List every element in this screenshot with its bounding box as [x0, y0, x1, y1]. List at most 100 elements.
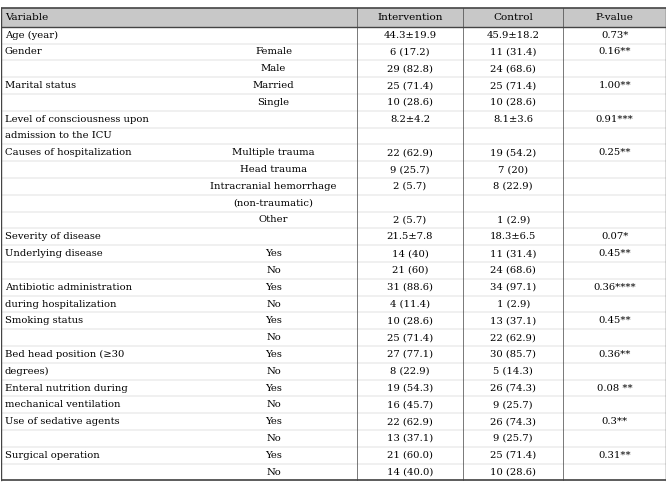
Text: Yes: Yes	[265, 283, 282, 292]
Text: admission to the ICU: admission to the ICU	[5, 132, 111, 140]
Text: No: No	[266, 333, 281, 342]
Text: Surgical operation: Surgical operation	[5, 451, 99, 460]
Bar	[1, 161, 666, 178]
Text: 19 (54.3): 19 (54.3)	[387, 383, 433, 393]
Bar	[1, 397, 666, 413]
Text: Yes: Yes	[265, 383, 282, 393]
Text: 16 (45.7): 16 (45.7)	[387, 400, 433, 409]
Text: 25 (71.4): 25 (71.4)	[387, 333, 433, 342]
Text: 22 (62.9): 22 (62.9)	[387, 148, 433, 157]
Text: 19 (54.2): 19 (54.2)	[490, 148, 536, 157]
Bar	[1, 111, 666, 127]
Text: Single: Single	[257, 98, 289, 107]
Text: Married: Married	[253, 81, 294, 90]
Text: 7 (20): 7 (20)	[498, 165, 528, 174]
Text: 1.00**: 1.00**	[598, 81, 631, 90]
Text: 10 (28.6): 10 (28.6)	[387, 98, 433, 107]
Text: 44.3±19.9: 44.3±19.9	[384, 31, 437, 40]
Text: 25 (71.4): 25 (71.4)	[387, 81, 433, 90]
Text: 29 (82.8): 29 (82.8)	[387, 64, 433, 73]
Text: 9 (25.7): 9 (25.7)	[494, 434, 533, 443]
Bar	[1, 413, 666, 430]
Text: No: No	[266, 367, 281, 376]
Text: Antibiotic administration: Antibiotic administration	[5, 283, 132, 292]
Bar	[1, 262, 666, 279]
Text: Severity of disease: Severity of disease	[5, 232, 101, 241]
Text: Smoking status: Smoking status	[5, 316, 83, 325]
Text: Yes: Yes	[265, 451, 282, 460]
Text: Gender: Gender	[5, 48, 43, 56]
Text: 45.9±18.2: 45.9±18.2	[487, 31, 540, 40]
Text: 25 (71.4): 25 (71.4)	[490, 451, 536, 460]
Text: 8 (22.9): 8 (22.9)	[390, 367, 430, 376]
Bar	[1, 228, 666, 245]
Text: Variable: Variable	[5, 13, 48, 22]
Text: Causes of hospitalization: Causes of hospitalization	[5, 148, 131, 157]
Text: 34 (97.1): 34 (97.1)	[490, 283, 536, 292]
Text: 11 (31.4): 11 (31.4)	[490, 249, 536, 258]
Text: 11 (31.4): 11 (31.4)	[490, 48, 536, 56]
Text: 1 (2.9): 1 (2.9)	[496, 215, 530, 225]
Text: 22 (62.9): 22 (62.9)	[490, 333, 536, 342]
Bar	[1, 329, 666, 346]
Bar	[1, 346, 666, 363]
Text: Yes: Yes	[265, 316, 282, 325]
Text: (non-traumatic): (non-traumatic)	[233, 199, 313, 208]
Bar	[1, 77, 666, 94]
Text: 9 (25.7): 9 (25.7)	[494, 400, 533, 409]
Text: No: No	[266, 468, 281, 477]
Text: 0.45**: 0.45**	[598, 249, 631, 258]
Text: 0.36****: 0.36****	[594, 283, 636, 292]
Text: 14 (40.0): 14 (40.0)	[387, 468, 434, 477]
Text: No: No	[266, 266, 281, 275]
Bar	[1, 380, 666, 397]
Text: Yes: Yes	[265, 350, 282, 359]
Text: 6 (17.2): 6 (17.2)	[390, 48, 430, 56]
Text: 1 (2.9): 1 (2.9)	[496, 299, 530, 309]
Text: 14 (40): 14 (40)	[392, 249, 428, 258]
Text: No: No	[266, 400, 281, 409]
Text: 21.5±7.8: 21.5±7.8	[387, 232, 434, 241]
Text: 18.3±6.5: 18.3±6.5	[490, 232, 536, 241]
Text: Control: Control	[494, 13, 533, 22]
Text: 5 (14.3): 5 (14.3)	[494, 367, 533, 376]
Text: 0.25**: 0.25**	[598, 148, 631, 157]
Text: degrees): degrees)	[5, 366, 49, 376]
Text: Bed head position (≥30: Bed head position (≥30	[5, 350, 124, 359]
Bar	[1, 430, 666, 447]
Text: Use of sedative agents: Use of sedative agents	[5, 417, 119, 426]
Text: 27 (77.1): 27 (77.1)	[387, 350, 433, 359]
Text: Level of consciousness upon: Level of consciousness upon	[5, 115, 149, 123]
Text: Age (year): Age (year)	[5, 31, 58, 40]
Bar	[1, 27, 666, 44]
Text: 25 (71.4): 25 (71.4)	[490, 81, 536, 90]
Text: 8 (22.9): 8 (22.9)	[494, 182, 533, 191]
Bar	[1, 447, 666, 464]
Text: 4 (11.4): 4 (11.4)	[390, 299, 430, 309]
Text: 0.08 **: 0.08 **	[597, 383, 632, 393]
Text: 0.91***: 0.91***	[596, 115, 634, 123]
Text: 0.07*: 0.07*	[601, 232, 628, 241]
Bar	[1, 464, 666, 481]
Bar	[1, 211, 666, 228]
Text: 0.31**: 0.31**	[598, 451, 631, 460]
Text: Enteral nutrition during: Enteral nutrition during	[5, 383, 127, 393]
Text: 26 (74.3): 26 (74.3)	[490, 417, 536, 426]
Text: during hospitalization: during hospitalization	[5, 299, 116, 309]
Text: 2 (5.7): 2 (5.7)	[394, 182, 427, 191]
Text: 10 (28.6): 10 (28.6)	[490, 98, 536, 107]
Text: 0.45**: 0.45**	[598, 316, 631, 325]
Text: Other: Other	[259, 215, 288, 225]
Text: 21 (60): 21 (60)	[392, 266, 428, 275]
Text: 10 (28.6): 10 (28.6)	[490, 468, 536, 477]
Text: 0.73*: 0.73*	[601, 31, 628, 40]
Text: Marital status: Marital status	[5, 81, 76, 90]
Text: 0.36**: 0.36**	[598, 350, 631, 359]
Bar	[1, 295, 666, 312]
Text: 0.3**: 0.3**	[602, 417, 628, 426]
Text: 22 (62.9): 22 (62.9)	[387, 417, 433, 426]
Bar	[1, 195, 666, 211]
Text: 13 (37.1): 13 (37.1)	[490, 316, 536, 325]
Bar	[1, 312, 666, 329]
Text: Multiple trauma: Multiple trauma	[232, 148, 315, 157]
